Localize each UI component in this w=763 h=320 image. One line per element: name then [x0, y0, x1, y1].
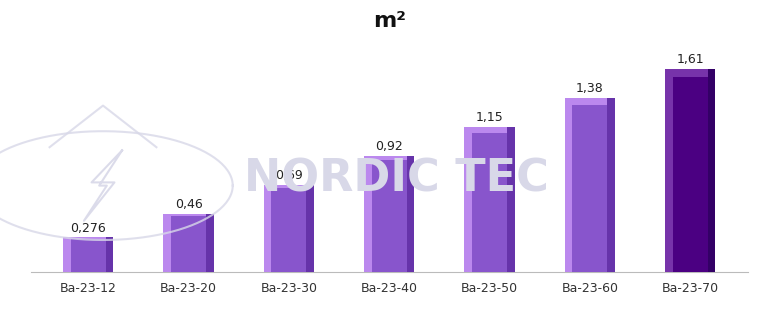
Bar: [264, 185, 314, 272]
Bar: [163, 214, 214, 272]
Bar: [472, 127, 507, 132]
Bar: [372, 156, 407, 160]
Text: 0,69: 0,69: [275, 169, 303, 182]
Bar: [364, 156, 372, 272]
Bar: [707, 69, 715, 272]
Bar: [163, 214, 171, 272]
Bar: [607, 98, 615, 272]
Bar: [572, 98, 607, 105]
Bar: [71, 237, 106, 238]
Bar: [665, 69, 715, 272]
Bar: [565, 98, 615, 272]
Bar: [465, 127, 514, 272]
Text: 1,38: 1,38: [576, 82, 604, 95]
Bar: [63, 237, 113, 272]
Bar: [407, 156, 414, 272]
Text: 0,276: 0,276: [70, 222, 106, 235]
Bar: [465, 127, 472, 272]
Bar: [272, 185, 307, 188]
Bar: [106, 237, 113, 272]
Bar: [364, 156, 414, 272]
Text: 1,15: 1,15: [475, 111, 504, 124]
Bar: [171, 214, 206, 216]
Text: 0,92: 0,92: [375, 140, 403, 153]
Text: NORDIC TEC: NORDIC TEC: [244, 158, 549, 201]
Bar: [63, 237, 71, 272]
Title: m²: m²: [372, 11, 406, 31]
Bar: [672, 69, 707, 77]
Bar: [665, 69, 672, 272]
Bar: [565, 98, 572, 272]
Bar: [206, 214, 214, 272]
Bar: [507, 127, 514, 272]
Bar: [264, 185, 272, 272]
Text: 1,61: 1,61: [676, 53, 704, 66]
Bar: [307, 185, 314, 272]
Text: 0,46: 0,46: [175, 198, 202, 212]
